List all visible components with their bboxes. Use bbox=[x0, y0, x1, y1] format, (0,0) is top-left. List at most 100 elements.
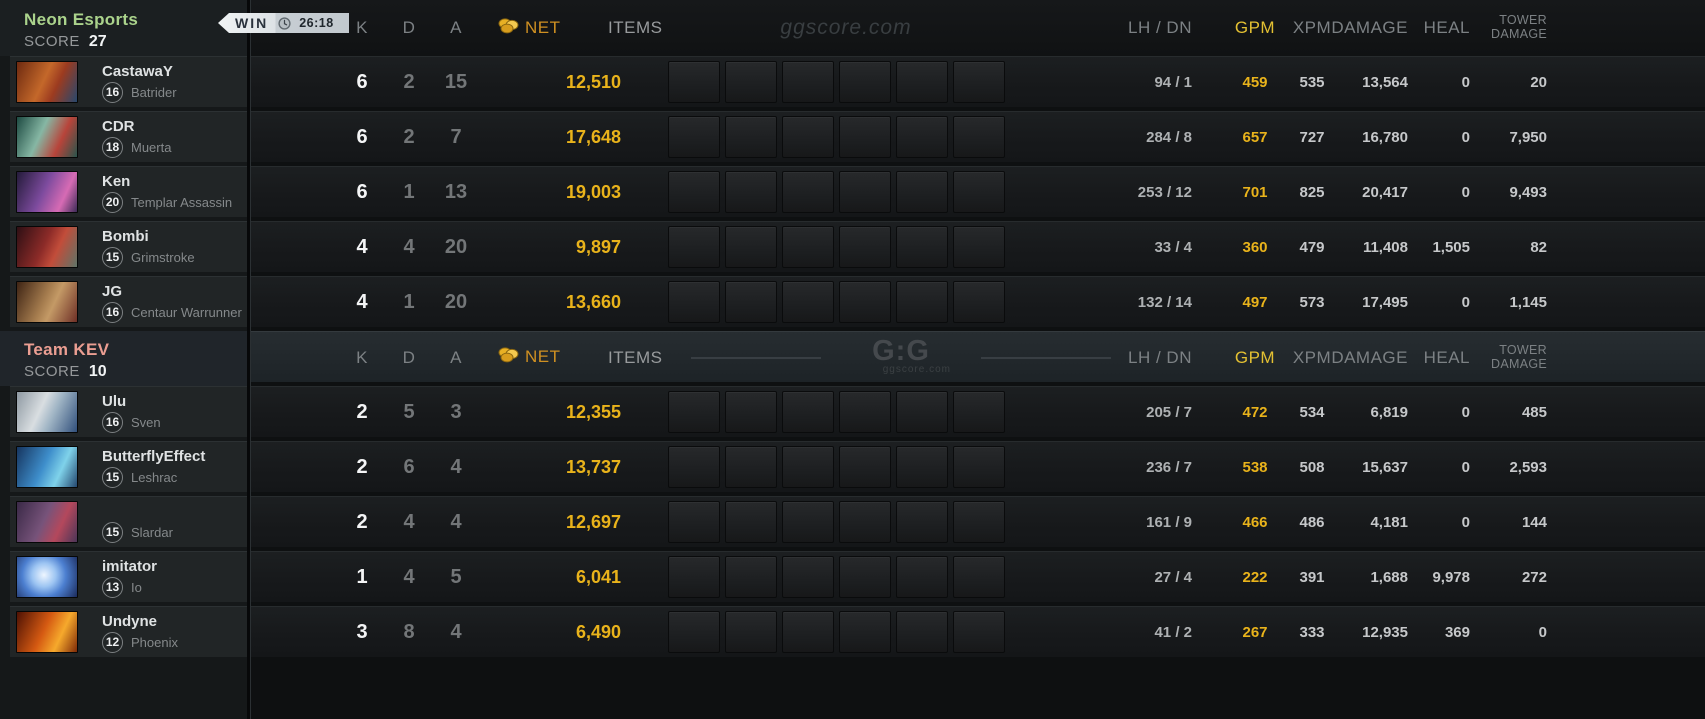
table-row: 1 4 5 6,041 27 / 4 222 391 1,688 9,978 2… bbox=[251, 551, 1705, 602]
item-slot bbox=[839, 501, 891, 543]
item-slot bbox=[782, 281, 834, 323]
item-slot bbox=[725, 281, 777, 323]
heal-value: 0 bbox=[1461, 459, 1470, 476]
deaths-value: 4 bbox=[403, 511, 415, 533]
xpm-value: 486 bbox=[1299, 514, 1325, 531]
player-name: CDR bbox=[102, 118, 135, 135]
player-card[interactable]: imitator 13 Io bbox=[10, 551, 247, 602]
col-heal: HEAL bbox=[1423, 348, 1470, 367]
item-slots bbox=[668, 116, 1005, 158]
item-slot bbox=[953, 61, 1005, 103]
stats-table: K D A NET ITEMS ggscore.com LH / DN GPM … bbox=[251, 0, 1705, 661]
tower-damage-value: 272 bbox=[1521, 569, 1547, 586]
item-slots bbox=[668, 171, 1005, 213]
heal-value: 0 bbox=[1461, 514, 1470, 531]
kills-value: 6 bbox=[356, 181, 368, 203]
table-row: 6 2 7 17,648 284 / 8 657 727 16,780 0 7,… bbox=[251, 111, 1705, 162]
item-slot bbox=[725, 171, 777, 213]
player-card[interactable]: CastawaY 16 Batrider bbox=[10, 56, 247, 107]
hero-portrait bbox=[16, 281, 78, 323]
item-slot bbox=[668, 171, 720, 213]
kills-value: 3 bbox=[356, 621, 368, 643]
win-badge: WIN 26:18 bbox=[218, 13, 349, 33]
assists-value: 4 bbox=[450, 621, 462, 643]
level-badge: 20 bbox=[102, 192, 123, 213]
col-deaths: D bbox=[402, 18, 416, 37]
lh-dn-value: 27 / 4 bbox=[1154, 569, 1192, 586]
player-card[interactable]: Ken 20 Templar Assassin bbox=[10, 166, 247, 217]
damage-value: 12,935 bbox=[1362, 624, 1408, 641]
xpm-value: 825 bbox=[1299, 184, 1325, 201]
net-worth-value: 12,510 bbox=[565, 72, 621, 92]
gpm-value: 701 bbox=[1242, 184, 1268, 201]
item-slot bbox=[725, 226, 777, 268]
xpm-value: 333 bbox=[1299, 624, 1325, 641]
table-row: 2 5 3 12,355 205 / 7 472 534 6,819 0 485 bbox=[251, 386, 1705, 437]
item-slot bbox=[782, 446, 834, 488]
xpm-value: 727 bbox=[1299, 129, 1325, 146]
col-gpm: GPM bbox=[1234, 348, 1276, 367]
net-worth-value: 19,003 bbox=[565, 182, 621, 202]
item-slot bbox=[725, 611, 777, 653]
lh-dn-value: 205 / 7 bbox=[1146, 404, 1192, 421]
item-slot bbox=[782, 226, 834, 268]
heal-value: 369 bbox=[1444, 624, 1470, 641]
player-name bbox=[102, 503, 173, 520]
item-slot bbox=[782, 61, 834, 103]
gpm-value: 360 bbox=[1242, 239, 1268, 256]
damage-value: 17,495 bbox=[1362, 294, 1408, 311]
item-slot bbox=[953, 116, 1005, 158]
lh-dn-value: 94 / 1 bbox=[1154, 74, 1192, 91]
player-card[interactable]: CDR 18 Muerta bbox=[10, 111, 247, 162]
assists-value: 20 bbox=[444, 236, 468, 258]
item-slot bbox=[896, 391, 948, 433]
tower-damage-value: 9,493 bbox=[1509, 184, 1547, 201]
damage-value: 13,564 bbox=[1362, 74, 1408, 91]
xpm-value: 535 bbox=[1299, 74, 1325, 91]
item-slot bbox=[953, 281, 1005, 323]
heal-value: 0 bbox=[1461, 74, 1470, 91]
item-slots bbox=[668, 391, 1005, 433]
col-net-label: NET bbox=[525, 18, 561, 37]
kills-value: 2 bbox=[356, 456, 368, 478]
item-slot bbox=[896, 171, 948, 213]
player-card[interactable]: Undyne 12 Phoenix bbox=[10, 606, 247, 657]
deaths-value: 1 bbox=[403, 181, 415, 203]
deaths-value: 2 bbox=[403, 71, 415, 93]
item-slots bbox=[668, 501, 1005, 543]
player-card[interactable]: Bombi 15 Grimstroke bbox=[10, 221, 247, 272]
lh-dn-value: 132 / 14 bbox=[1137, 294, 1192, 311]
tower-damage-value: 7,950 bbox=[1509, 129, 1547, 146]
ggscore-logo: G:G ggscore.com bbox=[872, 335, 951, 376]
item-slot bbox=[953, 501, 1005, 543]
hero-name: Centaur Warrunner bbox=[131, 305, 242, 320]
xpm-value: 391 bbox=[1299, 569, 1325, 586]
level-badge: 18 bbox=[102, 137, 123, 158]
table-row: 4 1 20 13,660 132 / 14 497 573 17,495 0 … bbox=[251, 276, 1705, 327]
col-assists: A bbox=[450, 18, 462, 37]
player-name: Undyne bbox=[102, 613, 158, 630]
item-slot bbox=[839, 226, 891, 268]
hero-portrait bbox=[16, 446, 78, 488]
team-score: SCORE 10 bbox=[24, 363, 247, 381]
team-name[interactable]: Neon Esports bbox=[24, 10, 139, 29]
item-slot bbox=[839, 281, 891, 323]
tower-damage-value: 1,145 bbox=[1509, 294, 1547, 311]
item-slot bbox=[782, 171, 834, 213]
hero-portrait bbox=[16, 611, 78, 653]
team-name[interactable]: Team KEV bbox=[24, 340, 110, 359]
item-slot bbox=[725, 501, 777, 543]
score-value: 10 bbox=[88, 363, 107, 380]
kills-value: 6 bbox=[356, 71, 368, 93]
player-card[interactable]: ButterflyEffect 15 Leshrac bbox=[10, 441, 247, 492]
player-card[interactable]: 15 Slardar bbox=[10, 496, 247, 547]
table-row: 2 6 4 13,737 236 / 7 538 508 15,637 0 2,… bbox=[251, 441, 1705, 492]
item-slot bbox=[725, 116, 777, 158]
kills-value: 4 bbox=[356, 236, 368, 258]
item-slots bbox=[668, 446, 1005, 488]
col-kills: K bbox=[356, 348, 368, 367]
item-slot bbox=[668, 116, 720, 158]
tower-damage-value: 82 bbox=[1530, 239, 1547, 256]
player-card[interactable]: Ulu 16 Sven bbox=[10, 386, 247, 437]
player-card[interactable]: JG 16 Centaur Warrunner bbox=[10, 276, 247, 327]
